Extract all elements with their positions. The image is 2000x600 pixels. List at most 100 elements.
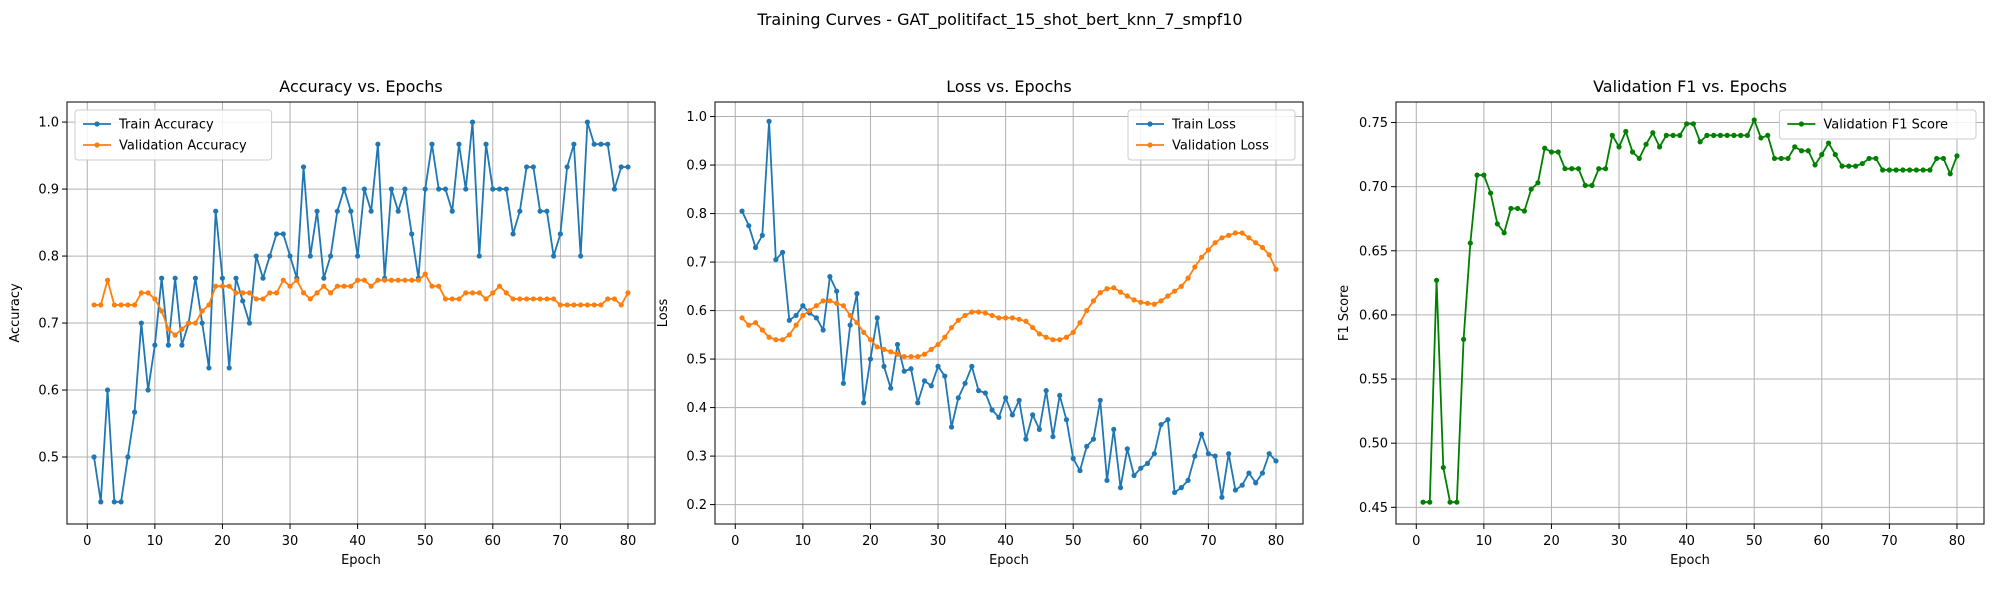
data-point — [125, 302, 131, 308]
data-point — [1117, 485, 1124, 491]
data-point — [1090, 298, 1097, 304]
data-point — [800, 312, 806, 319]
series-validation-f1-score — [1420, 117, 1960, 505]
data-point — [881, 346, 887, 352]
data-point — [1670, 132, 1676, 138]
data-point — [1765, 132, 1771, 138]
x-tick-label: 40 — [349, 534, 366, 549]
data-point — [104, 277, 111, 283]
x-tick-label: 20 — [1543, 534, 1560, 549]
data-point — [1009, 315, 1015, 321]
data-point — [1050, 434, 1056, 440]
data-point — [935, 363, 941, 369]
data-point — [1508, 205, 1514, 212]
data-point — [834, 288, 840, 294]
chart-title: Validation F1 vs. Epochs — [1593, 77, 1787, 96]
data-point — [341, 186, 347, 192]
x-tick-label: 40 — [997, 534, 1014, 549]
data-point — [1192, 264, 1198, 270]
chart-title: Loss vs. Epochs — [946, 77, 1071, 96]
data-point — [571, 302, 577, 308]
y-axis-label: Loss — [656, 299, 671, 328]
data-point — [1253, 240, 1259, 246]
legend-box — [74, 109, 273, 161]
y-tick-label: 0.7 — [686, 256, 707, 271]
chart-panels: 0 10 20 30 40 50 60 70 80 0.5 0.6 0.7 0.8 0.9 1.0 Accur… — [8, 77, 1985, 568]
x-tick-label: 0 — [731, 534, 739, 549]
data-point — [1016, 397, 1022, 403]
data-point — [118, 499, 124, 505]
data-point — [1629, 149, 1636, 155]
data-point — [1812, 162, 1818, 168]
data-point — [1798, 148, 1805, 154]
data-point — [368, 208, 374, 214]
series-validation-loss — [739, 230, 1279, 360]
data-point — [901, 368, 907, 374]
data-point — [449, 208, 455, 214]
x-tick-label: 10 — [147, 534, 164, 549]
data-point — [793, 312, 799, 319]
data-point — [996, 414, 1002, 420]
x-tick-label: 0 — [1412, 534, 1420, 549]
y-tick-label: 0.6 — [686, 304, 707, 319]
data-point — [1697, 139, 1703, 145]
data-point — [759, 232, 765, 238]
data-point — [1246, 470, 1252, 476]
data-point — [456, 296, 462, 302]
y-tick-label: 1.0 — [686, 110, 707, 125]
x-tick-label: 80 — [1949, 534, 1966, 549]
data-point — [327, 253, 334, 259]
data-point — [1535, 180, 1541, 186]
data-point — [179, 342, 185, 348]
data-point — [476, 290, 482, 296]
legend-marker — [1147, 142, 1153, 148]
data-point — [463, 186, 469, 192]
data-point — [436, 283, 442, 289]
data-point — [1805, 148, 1811, 154]
data-point — [1178, 283, 1184, 289]
data-point — [375, 141, 381, 147]
data-point — [483, 141, 489, 147]
data-point — [1494, 221, 1500, 227]
data-point — [1165, 417, 1171, 423]
data-point — [955, 395, 961, 401]
data-point — [1151, 301, 1157, 307]
data-point — [1070, 329, 1076, 335]
data-point — [1704, 132, 1710, 138]
data-point — [1744, 132, 1751, 138]
data-point — [1954, 153, 1960, 159]
data-point — [1873, 155, 1879, 162]
x-axis-label: Epoch — [1670, 553, 1710, 568]
data-point — [901, 354, 907, 360]
data-point — [598, 141, 604, 147]
data-point — [1751, 117, 1757, 123]
data-point — [1636, 155, 1642, 162]
data-point — [118, 302, 124, 308]
data-point — [1151, 451, 1157, 457]
data-point — [1650, 130, 1656, 136]
y-tick-label: 0.9 — [686, 159, 707, 174]
data-point — [314, 290, 320, 296]
data-point — [152, 342, 158, 348]
data-point — [1253, 480, 1259, 486]
figure-suptitle: Training Curves - GAT_politifact_15_shot… — [756, 10, 1242, 30]
data-point — [894, 351, 901, 357]
data-point — [165, 326, 171, 332]
data-point — [840, 303, 847, 309]
data-point — [280, 277, 286, 283]
data-point — [368, 283, 374, 289]
data-point — [1758, 135, 1764, 141]
data-point — [861, 400, 867, 406]
data-point — [348, 208, 354, 214]
data-point — [793, 322, 799, 328]
data-point — [199, 308, 205, 314]
data-point — [517, 208, 523, 214]
data-point — [449, 296, 455, 302]
data-point — [578, 253, 584, 259]
data-point — [267, 290, 273, 296]
series-train-loss — [739, 118, 1279, 500]
data-point — [1226, 232, 1232, 238]
data-point — [1219, 235, 1225, 241]
y-tick-label: 0.8 — [686, 207, 707, 222]
data-point — [1427, 499, 1433, 505]
